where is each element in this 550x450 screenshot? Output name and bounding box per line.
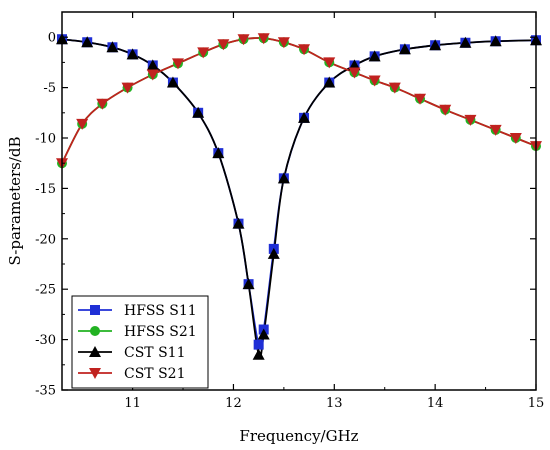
x-tick-label: 11 (124, 396, 141, 411)
legend-marker-hfss-s11 (90, 305, 100, 315)
legend-label-cst-s11: CST S11 (124, 345, 186, 361)
y-tick-label: -20 (35, 232, 56, 247)
legend-marker-hfss-s21 (90, 326, 100, 336)
cst-s21-point (217, 39, 230, 51)
y-tick-label: -25 (35, 283, 56, 298)
cst-s21-point (509, 133, 522, 144)
cst-s11-point (242, 278, 255, 290)
cst-s11-point (212, 147, 225, 159)
cst-s21-point (298, 44, 311, 56)
legend-marker-cst-s11 (89, 346, 101, 357)
cst-s11-point (368, 50, 381, 62)
cst-s21-point (323, 57, 336, 69)
cst-s11-point (257, 328, 270, 340)
cst-s21-point (368, 75, 381, 87)
cst-s21-point (277, 37, 290, 49)
cst-s21-point (76, 118, 89, 130)
cst-s11-point (277, 172, 290, 184)
cst-s11-point (126, 48, 139, 60)
cst-s21-point (237, 34, 250, 46)
x-axis-title: Frequency/GHz (239, 427, 358, 445)
cst-s11-point (192, 106, 205, 118)
cst-s21-point (121, 82, 134, 94)
legend-label-hfss-s21: HFSS S21 (124, 324, 197, 340)
x-tick-label: 13 (326, 396, 343, 411)
cst-s21-point (257, 33, 270, 45)
cst-s21-point (489, 124, 502, 136)
cst-s21-point (348, 67, 361, 79)
cst-s21-point (464, 114, 477, 126)
cst-s11-point (489, 35, 502, 47)
cst-s11-point (298, 111, 311, 123)
legend-marker-cst-s21 (89, 368, 101, 379)
y-tick-label: 0 (48, 31, 56, 46)
axes: 11 12 13 14 15 0 -5 -10 -15 -20 -25 -30 -35 (35, 11, 545, 411)
cst-s11-point (166, 76, 179, 88)
cst-s21-point (414, 93, 427, 105)
cst-s21-point (388, 82, 401, 94)
series-markers (56, 33, 542, 360)
plot-frame (61, 11, 537, 391)
y-tick-label: -35 (35, 384, 56, 399)
cst-s11-point (398, 43, 411, 55)
legend-label-hfss-s11: HFSS S11 (124, 303, 197, 319)
hfss-s11-point (253, 339, 264, 350)
cst-s21-point (171, 58, 184, 70)
legend: HFSS S11 HFSS S21 CST S11 CST S21 (71, 295, 209, 389)
cst-s21-point (146, 69, 159, 81)
y-tick-label: -15 (35, 182, 56, 197)
y-tick-label: -30 (35, 333, 56, 348)
cst-s11-point (267, 247, 280, 259)
y-tick-label: -10 (35, 132, 56, 147)
cst-s11-point (146, 59, 159, 71)
cst-s11-point (106, 41, 119, 53)
y-tick-label: -5 (43, 81, 56, 96)
x-tick-label: 14 (427, 396, 444, 411)
cst-s21-point (197, 47, 210, 59)
cst-s11-point (323, 76, 336, 88)
cst-s11-point (459, 36, 472, 48)
cst-s11-point (81, 36, 94, 48)
cst-s21-line (61, 37, 537, 164)
cst-s21-point (439, 104, 452, 116)
cst-s11-point (429, 39, 442, 51)
cst-s11-point (232, 217, 245, 229)
cst-s11-point (252, 348, 265, 360)
x-tick-label: 12 (225, 396, 242, 411)
cst-s21-point (96, 98, 109, 110)
y-axis-title: S-parameters/dB (6, 136, 24, 265)
legend-label-cst-s21: CST S21 (124, 366, 186, 382)
x-tick-label: 15 (528, 396, 545, 411)
